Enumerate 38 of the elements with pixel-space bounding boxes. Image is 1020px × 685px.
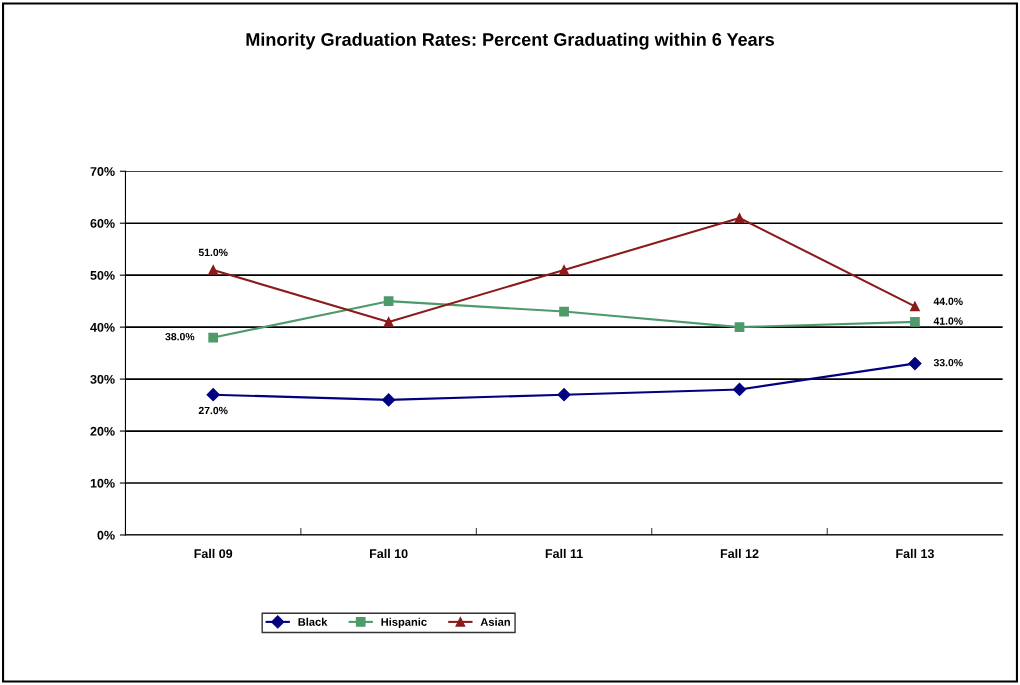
point bbox=[734, 213, 745, 223]
point bbox=[208, 265, 219, 275]
point bbox=[208, 332, 219, 343]
point bbox=[559, 306, 569, 317]
point bbox=[908, 356, 922, 371]
chart-title: Minority Graduation Rates: Percent Graduating within 6 Years bbox=[246, 32, 774, 50]
data-label: 33.0% bbox=[933, 358, 963, 367]
point bbox=[382, 393, 396, 407]
x-tick-label: Fall 12 bbox=[720, 548, 759, 559]
data-label: 44.0% bbox=[933, 297, 963, 305]
x-tick-label: Fall 10 bbox=[370, 548, 408, 559]
point bbox=[383, 317, 394, 327]
data-label: 51.0% bbox=[198, 248, 228, 257]
y-tick-label: 10% bbox=[90, 478, 115, 488]
legend-label: Asian bbox=[480, 617, 510, 626]
legend-label: Black bbox=[298, 617, 328, 626]
y-tick-label: 30% bbox=[90, 374, 115, 384]
legend-label: Hispanic bbox=[381, 617, 427, 629]
y-tick-label: 0% bbox=[97, 530, 115, 540]
data-label: 38.0% bbox=[165, 332, 195, 341]
x-tick-label: Fall 11 bbox=[545, 548, 583, 559]
y-tick-label: 40% bbox=[90, 322, 115, 332]
y-tick-label: 60% bbox=[90, 219, 115, 228]
point bbox=[383, 296, 394, 307]
point bbox=[559, 265, 569, 275]
y-tick-label: 20% bbox=[90, 426, 115, 436]
y-tick-label: 50% bbox=[90, 270, 115, 280]
point bbox=[910, 301, 920, 312]
point bbox=[734, 322, 745, 332]
y-tick-label: 70% bbox=[90, 167, 115, 176]
point bbox=[206, 388, 220, 402]
point bbox=[732, 382, 747, 397]
data-label: 41.0% bbox=[933, 317, 963, 325]
x-tick-label: Fall 09 bbox=[194, 548, 233, 559]
point bbox=[910, 317, 920, 327]
x-tick-label: Fall 13 bbox=[896, 548, 934, 559]
data-label: 27.0% bbox=[198, 406, 228, 415]
point bbox=[557, 388, 571, 402]
